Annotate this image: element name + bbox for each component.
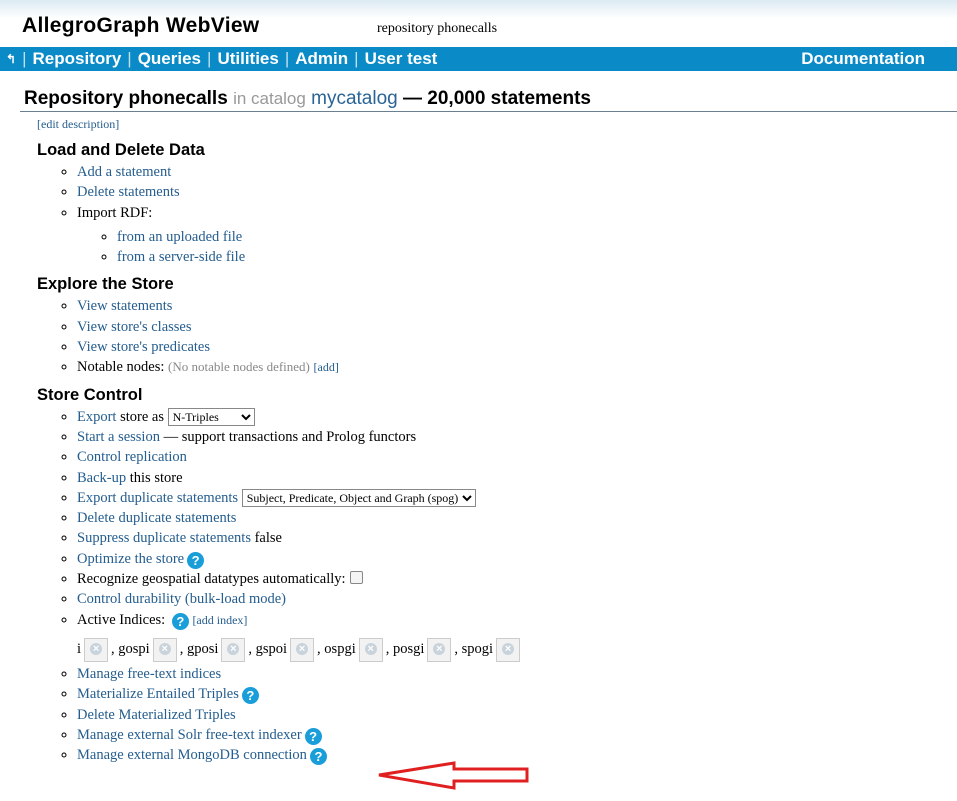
nav-documentation[interactable]: Documentation — [801, 49, 925, 68]
nav-repository[interactable]: Repository — [32, 49, 122, 68]
backup-link[interactable]: Back-up — [77, 469, 127, 486]
help-icon[interactable]: ? — [187, 551, 205, 569]
export-duplicates-link[interactable]: Export duplicate statements — [77, 489, 239, 506]
index-name: gospi — [118, 640, 150, 657]
divider — [20, 111, 957, 112]
solr-link[interactable]: Manage external Solr free-text indexer — [77, 726, 302, 743]
help-icon[interactable]: ? — [241, 687, 259, 705]
edit-description-link[interactable]: [edit description] — [37, 117, 120, 131]
geospatial-checkbox[interactable] — [349, 571, 363, 585]
view-classes-link[interactable]: View store's classes — [77, 318, 192, 335]
start-session-link[interactable]: Start a session — [77, 428, 160, 445]
index-name: ospgi — [324, 640, 356, 657]
index-name: spogi — [461, 640, 494, 657]
remove-index-icon[interactable] — [221, 637, 246, 662]
indices-label: Active Indices: — [77, 611, 166, 628]
app-logo: AllegroGraph WebView — [22, 14, 260, 37]
suppress-duplicates-link[interactable]: Suppress duplicate statements — [77, 530, 251, 547]
delete-statements-link[interactable]: Delete statements — [77, 184, 180, 201]
remove-index-icon[interactable] — [496, 637, 521, 662]
suppress-value: false — [254, 530, 282, 547]
remove-index-icon[interactable] — [152, 637, 177, 662]
section-explore: Explore the Store — [37, 275, 174, 294]
help-icon[interactable]: ? — [171, 612, 189, 630]
remove-index-icon[interactable] — [84, 637, 109, 662]
title-in-catalog: in catalog — [233, 89, 306, 108]
freetext-link[interactable]: Manage free-text indices — [77, 665, 222, 682]
header: AllegroGraph WebView repository phonecal… — [0, 0, 957, 47]
help-icon[interactable]: ? — [304, 727, 322, 745]
nav-user[interactable]: User test — [364, 49, 438, 68]
export-format-select[interactable]: N-Triples — [167, 407, 255, 426]
import-uploaded-link[interactable]: from an uploaded file — [117, 228, 243, 245]
delete-materialized-link[interactable]: Delete Materialized Triples — [77, 706, 236, 723]
index-list: i, gospi, gposi, gspoi, ospgi, posgi, sp… — [77, 636, 937, 662]
nav-utilities[interactable]: Utilities — [217, 49, 279, 68]
nav-queries[interactable]: Queries — [137, 49, 202, 68]
import-rdf-label: Import RDF: — [77, 204, 153, 221]
red-arrow-annotation — [378, 761, 529, 790]
repository-label: repository phonecalls — [377, 21, 498, 36]
index-name: gposi — [186, 640, 219, 657]
nav-bar: ↰ | Repository | Queries | Utilities | Admin… — [0, 47, 957, 71]
export-suffix: store as — [120, 408, 164, 425]
mongodb-link[interactable]: Manage external MongoDB connection — [77, 747, 307, 764]
index-name: posgi — [392, 640, 425, 657]
notable-add-link[interactable]: [add] — [313, 360, 339, 375]
nav-admin[interactable]: Admin — [295, 49, 349, 68]
catalog-link[interactable]: mycatalog — [311, 88, 398, 109]
geospatial-label: Recognize geospatial datatypes automatic… — [77, 571, 346, 588]
notable-label: Notable nodes: — [77, 359, 165, 376]
section-load: Load and Delete Data — [37, 141, 205, 159]
view-predicates-link[interactable]: View store's predicates — [77, 339, 210, 356]
main-content: [edit description] Load and Delete Data … — [37, 117, 937, 766]
statement-count: — 20,000 statements — [403, 88, 592, 109]
duplicate-mode-select[interactable]: Subject, Predicate, Object and Graph (sp… — [241, 488, 476, 507]
index-name: gspoi — [255, 640, 288, 657]
help-icon[interactable]: ? — [309, 748, 327, 766]
session-suffix: — support transactions and Prolog functo… — [163, 428, 417, 445]
remove-index-icon[interactable] — [358, 637, 383, 662]
view-statements-link[interactable]: View statements — [77, 298, 173, 315]
export-link[interactable]: Export — [77, 408, 117, 425]
optimize-link[interactable]: Optimize the store — [77, 550, 185, 567]
notable-none: (No notable nodes defined) — [168, 359, 310, 375]
index-name: i — [77, 640, 82, 657]
durability-link[interactable]: Control durability (bulk-load mode) — [77, 591, 287, 608]
backup-suffix: this store — [129, 469, 183, 486]
remove-index-icon[interactable] — [290, 637, 315, 662]
materialize-link[interactable]: Materialize Entailed Triples — [77, 686, 239, 703]
add-statement-link[interactable]: Add a statement — [77, 164, 172, 180]
section-control: Store Control — [37, 385, 143, 404]
delete-duplicates-link[interactable]: Delete duplicate statements — [77, 510, 237, 527]
back-icon[interactable]: ↰ — [6, 52, 17, 66]
page-title: Repository phonecalls in catalog mycatal… — [24, 88, 591, 110]
add-index-link[interactable]: [add index] — [192, 612, 248, 627]
remove-index-icon[interactable] — [427, 637, 452, 662]
title-main: Repository phonecalls — [24, 88, 228, 109]
import-server-link[interactable]: from a server-side file — [117, 249, 246, 266]
control-replication-link[interactable]: Control replication — [77, 449, 187, 466]
